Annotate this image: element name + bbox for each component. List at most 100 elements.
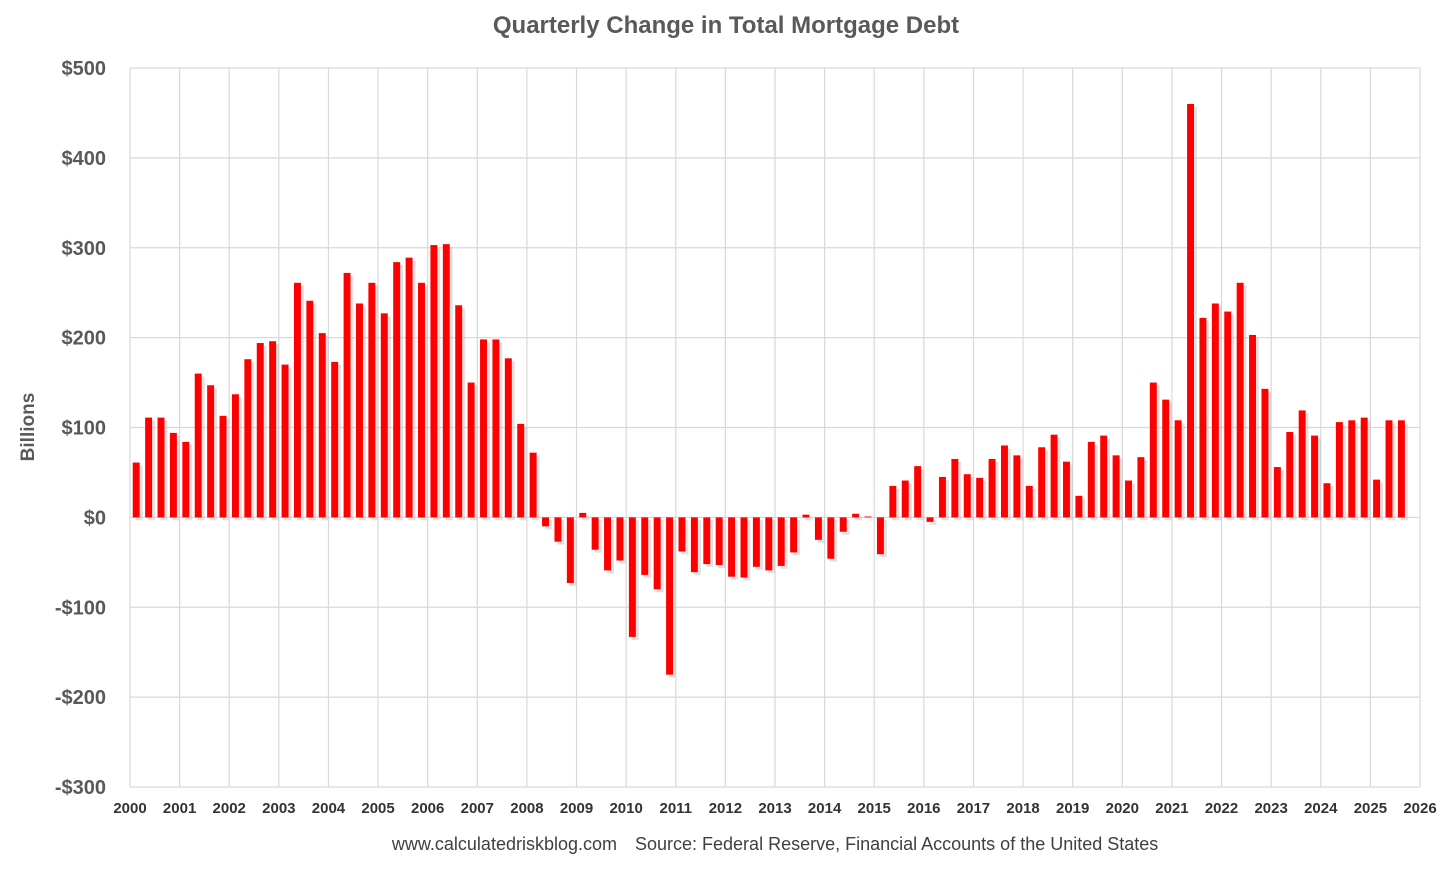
- chart-title: Quarterly Change in Total Mortgage Debt: [493, 12, 959, 39]
- bar: [1286, 431, 1294, 518]
- bar: [827, 517, 835, 559]
- bar: [169, 432, 177, 518]
- x-tick-label: 2018: [1006, 800, 1039, 817]
- bar: [690, 517, 698, 573]
- bar: [976, 477, 984, 518]
- bar: [1311, 435, 1319, 518]
- bar: [318, 333, 326, 518]
- bar: [914, 466, 922, 518]
- x-tick-label: 2014: [808, 800, 842, 817]
- bar: [703, 517, 711, 565]
- source-site: www.calculatedriskblog.com: [391, 834, 617, 854]
- y-tick-label: -$200: [55, 687, 106, 709]
- bar: [145, 417, 153, 518]
- x-tick-label: 2012: [709, 800, 742, 817]
- x-tick-label: 2002: [213, 800, 246, 817]
- bar: [293, 282, 301, 518]
- bar: [1112, 455, 1120, 518]
- x-tick-label: 2011: [659, 800, 692, 817]
- bar: [715, 517, 723, 566]
- bar: [591, 517, 599, 550]
- bar: [1323, 483, 1331, 518]
- y-tick-label: -$300: [55, 777, 106, 799]
- bar: [207, 385, 215, 518]
- x-tick-label: 2001: [163, 800, 196, 817]
- bar: [1038, 447, 1046, 518]
- bar: [219, 415, 227, 518]
- bar: [579, 512, 587, 518]
- x-tick-label: 2006: [411, 800, 444, 817]
- bar: [1224, 311, 1232, 518]
- x-tick-label: 2017: [957, 800, 990, 817]
- bar: [1075, 495, 1083, 518]
- x-tick-label: 2024: [1304, 800, 1338, 817]
- x-tick-label: 2026: [1403, 800, 1436, 817]
- bar-shadow: [582, 515, 590, 521]
- bar: [1261, 388, 1269, 518]
- bar: [1149, 382, 1157, 518]
- bar: [244, 359, 252, 518]
- bar: [1100, 435, 1108, 518]
- x-axis-ticks: 2000 2001 2002 2003 2004 2005 2006 2007 2008 2009…: [113, 800, 1436, 817]
- bar: [231, 394, 239, 518]
- bar-shadow: [855, 516, 863, 521]
- bar: [678, 517, 686, 552]
- bar: [901, 480, 909, 518]
- bar: [1199, 317, 1207, 518]
- bar: [405, 257, 413, 518]
- bar: [542, 517, 550, 527]
- bar: [604, 517, 612, 571]
- y-axis-ticks: $500 $400 $300 $200 $100 $0 -$100 -$200 -$300: [55, 58, 106, 799]
- bar: [331, 361, 339, 518]
- bar: [480, 339, 487, 518]
- y-tick-label: $200: [62, 328, 107, 350]
- bar: [132, 462, 140, 518]
- bar: [814, 517, 822, 540]
- bar: [194, 373, 202, 518]
- bar: [839, 517, 847, 532]
- x-tick-label: 2020: [1106, 800, 1139, 817]
- bar: [889, 485, 897, 518]
- bar: [368, 282, 376, 518]
- bar: [1025, 485, 1033, 518]
- bar: [157, 417, 165, 518]
- bar: [306, 300, 314, 518]
- bar: [517, 423, 525, 518]
- bar: [1373, 479, 1381, 518]
- bar: [492, 339, 500, 518]
- bar-shadow: [805, 517, 813, 521]
- y-tick-label: $0: [84, 507, 106, 529]
- bar: [938, 476, 946, 518]
- x-tick-label: 2007: [461, 800, 494, 817]
- bar: [852, 513, 860, 518]
- bar: [1298, 410, 1306, 518]
- y-tick-label: $400: [62, 148, 107, 170]
- bar: [666, 517, 674, 675]
- y-tick-label: $500: [62, 58, 107, 80]
- x-tick-label: 2010: [609, 800, 642, 817]
- y-tick-label: $100: [62, 418, 107, 440]
- bar: [455, 305, 463, 518]
- bar: [1211, 303, 1219, 518]
- bar: [380, 313, 388, 518]
- bar: [728, 517, 736, 577]
- bar: [653, 517, 661, 590]
- bar: [752, 517, 760, 567]
- x-tick-label: 2025: [1354, 800, 1387, 817]
- bar: [1397, 420, 1405, 518]
- x-tick-label: 2009: [560, 800, 593, 817]
- bar: [740, 517, 748, 578]
- bar-shadow: [929, 520, 937, 525]
- x-tick-label: 2021: [1155, 800, 1188, 817]
- x-tick-label: 2016: [907, 800, 940, 817]
- bar: [1385, 420, 1393, 518]
- bar: [1335, 422, 1343, 518]
- bar: [1187, 103, 1195, 518]
- bar: [1063, 461, 1070, 518]
- bar: [1360, 417, 1368, 518]
- bar: [951, 458, 959, 518]
- bar: [256, 343, 264, 518]
- bar: [343, 272, 351, 518]
- bar: [182, 441, 190, 518]
